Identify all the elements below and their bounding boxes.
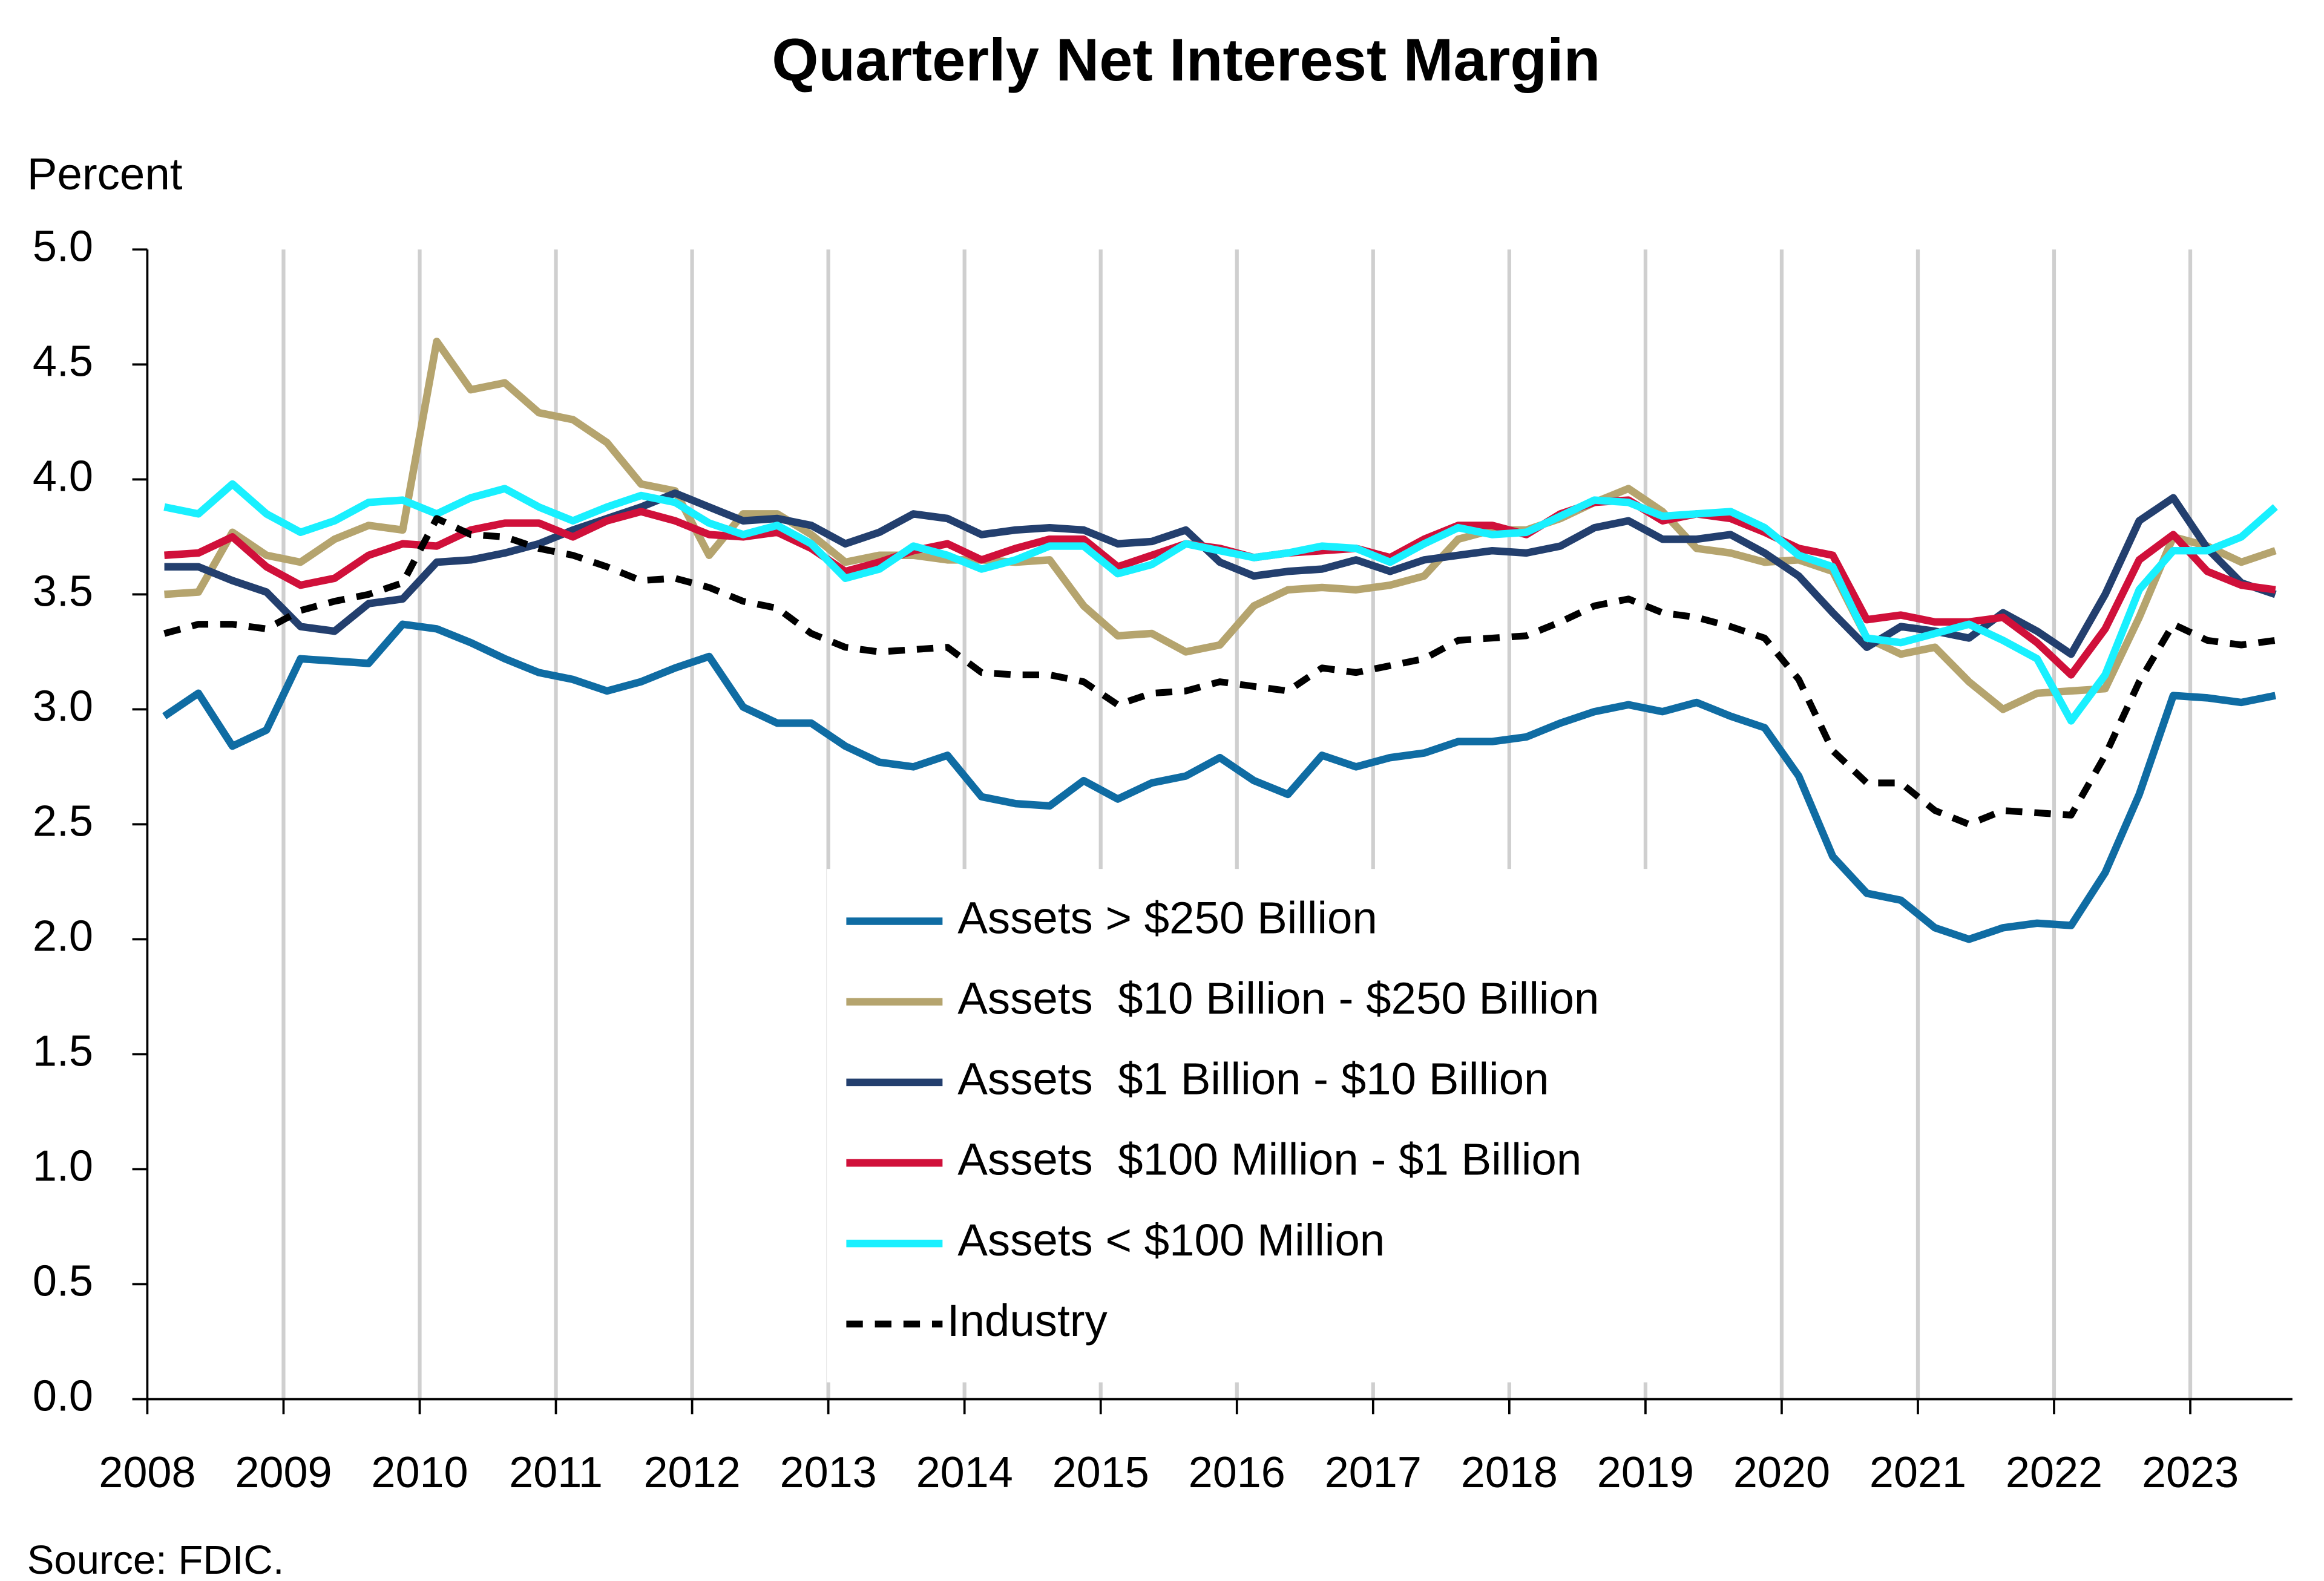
grid	[281, 249, 2193, 1399]
y-tick-label: 0.5	[33, 1257, 93, 1305]
y-tick-label: 4.5	[33, 337, 93, 385]
x-tick-label: 2015	[1052, 1448, 1149, 1497]
legend-label: Industry	[947, 1295, 1108, 1346]
legend-background	[827, 869, 1707, 1383]
legend-label: Assets < $100 Million	[957, 1215, 1385, 1265]
x-tick-label: 2011	[509, 1448, 603, 1497]
y-tick-label: 5.0	[33, 222, 93, 270]
series-line	[163, 480, 2278, 725]
y-tick-label: 2.0	[33, 912, 93, 960]
series-line	[163, 515, 2276, 828]
x-tick-label: 2008	[99, 1448, 195, 1497]
series-line	[164, 489, 2277, 658]
y-tick-label: 0.0	[33, 1372, 93, 1420]
series-line	[164, 338, 2277, 713]
x-tick-label: 2021	[1869, 1448, 1966, 1497]
x-tick-label: 2023	[2142, 1448, 2239, 1497]
legend-label: Assets $100 Million - $1 Billion	[957, 1134, 1581, 1185]
x-tick-label: 2016	[1189, 1448, 1285, 1497]
x-tick-label: 2013	[780, 1448, 877, 1497]
x-tick-label: 2014	[916, 1448, 1013, 1497]
series-line	[162, 620, 2276, 943]
source-note: Source: FDIC.	[27, 1537, 284, 1581]
y-axis-label: Percent	[27, 149, 183, 199]
legend-label: Assets > $250 Billion	[957, 892, 1377, 943]
x-tick-label: 2017	[1325, 1448, 1422, 1497]
chart-title: Quarterly Net Interest Margin	[772, 27, 1600, 94]
x-tick-label: 2010	[371, 1448, 468, 1497]
y-tick-label: 3.5	[33, 567, 93, 615]
x-tick-label: 2020	[1733, 1448, 1830, 1497]
axes: 0.0 0.5 1.0 1.5 2.0 2.5 3.0 3.5 4.0 4.5 5.0 2008 200…	[33, 222, 2293, 1497]
legend-label: Assets $10 Billion - $250 Billion	[957, 973, 1599, 1023]
x-tick-label: 2018	[1461, 1448, 1558, 1497]
y-tick-label: 1.0	[33, 1142, 93, 1190]
x-tick-label: 2009	[235, 1448, 332, 1497]
x-tick-label: 2019	[1597, 1448, 1694, 1497]
x-tick-label: 2022	[2006, 1448, 2102, 1497]
y-tick-label: 1.5	[33, 1027, 93, 1075]
y-tick-label: 4.0	[33, 452, 93, 500]
y-tick-label: 3.0	[33, 682, 93, 730]
x-tick-label: 2012	[643, 1448, 740, 1497]
legend: Assets > $250 Billion Assets $10 Billion …	[846, 892, 1599, 1346]
legend-box	[827, 869, 1707, 1383]
y-tick-label: 2.5	[33, 797, 93, 845]
plot-area	[162, 338, 2278, 943]
legend-label: Assets $1 Billion - $10 Billion	[957, 1054, 1549, 1104]
